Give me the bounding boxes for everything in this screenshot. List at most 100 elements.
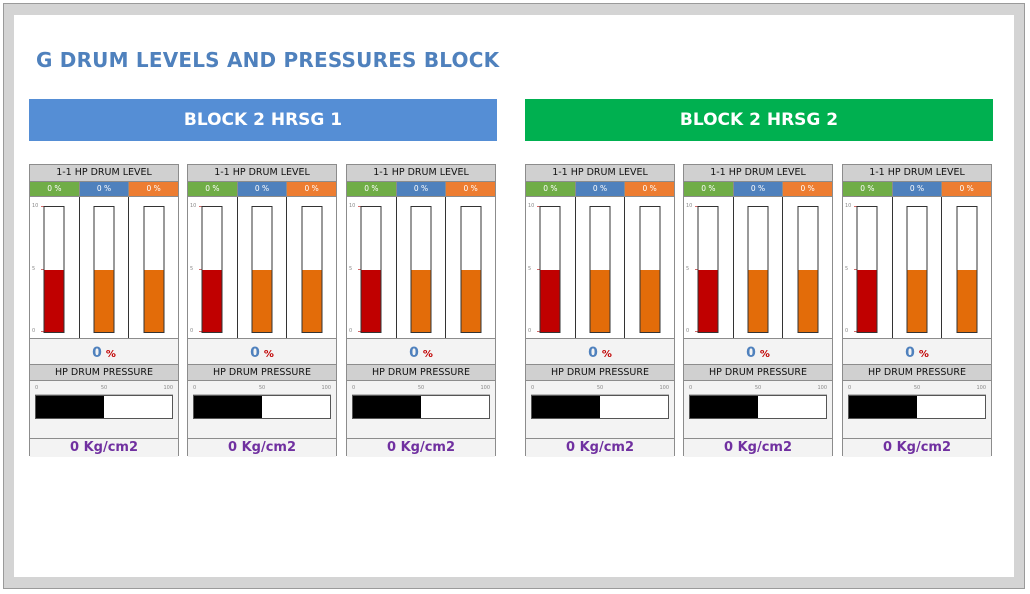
level-fill (361, 269, 381, 332)
level-fill (698, 269, 718, 332)
pressure-scale-label: 50 (754, 385, 762, 391)
percent-row: 0 % 0 % 0 % (30, 182, 179, 197)
panel-group: 1-1 HP DRUM LEVEL 0 % 0 % 0 % 10 5 0 (525, 164, 993, 457)
percent-badge: 0 % (684, 182, 734, 196)
pressure-scale-label: 100 (976, 385, 986, 391)
level-column: 10 5 0 (30, 197, 80, 338)
level-header: 1-1 HP DRUM LEVEL (188, 165, 336, 182)
pressure-gauge: 0 50 100 (347, 381, 495, 439)
level-tube (93, 206, 115, 333)
pressure-gauge: 0 50 100 (30, 381, 178, 439)
level-tube (797, 206, 819, 333)
percent-badge: 0 % (396, 182, 447, 196)
level-column: 10 5 0 (188, 197, 238, 338)
percent-badge: 0 % (347, 182, 397, 196)
percent-badge: 0 % (892, 182, 943, 196)
block-header[interactable]: BLOCK 2 HRSG 1 (29, 99, 497, 141)
pressure-value: 0 Kg/cm2 (188, 439, 336, 457)
scale-label: 10 (845, 203, 852, 209)
pressure-bar (193, 395, 331, 419)
level-fill (748, 269, 768, 332)
pressure-scale: 0 50 100 (689, 385, 827, 395)
level-fill (461, 269, 481, 332)
pressure-scale-label: 50 (596, 385, 604, 391)
pressure-value: 0 Kg/cm2 (30, 439, 178, 457)
pressure-scale: 0 50 100 (848, 385, 986, 395)
percent-badge: 0 % (129, 182, 179, 196)
block-hrsg-2: BLOCK 2 HRSG 2 1-1 HP DRUM LEVEL 0 % 0 % 0… (525, 99, 993, 457)
level-columns: 10 5 0 (30, 197, 178, 339)
level-tube (43, 206, 65, 333)
level-column (942, 197, 991, 338)
level-tube (639, 206, 661, 333)
pressure-header: HP DRUM PRESSURE (526, 365, 674, 381)
pressure-scale-label: 50 (258, 385, 266, 391)
panel-group: 1-1 HP DRUM LEVEL 0 % 0 % 0 % 10 5 0 (29, 164, 497, 457)
drum-panel: 1-1 HP DRUM LEVEL 0 % 0 % 0 % 10 5 0 (346, 164, 496, 457)
pressure-fill (194, 396, 262, 418)
level-fill (640, 269, 660, 332)
block-header[interactable]: BLOCK 2 HRSG 2 (525, 99, 993, 141)
percent-badge: 0 % (733, 182, 784, 196)
level-value: 0 (409, 345, 419, 361)
pressure-bar (689, 395, 827, 419)
level-column: 10 5 0 (526, 197, 576, 338)
level-column (287, 197, 336, 338)
pressure-value: 0 Kg/cm2 (526, 439, 674, 457)
percent-badge: 0 % (575, 182, 626, 196)
pressure-axis (848, 394, 986, 395)
level-readout: 0% (684, 339, 832, 365)
pressure-gauge: 0 50 100 (526, 381, 674, 439)
level-fill (44, 269, 64, 332)
pressure-bar (531, 395, 669, 419)
level-unit: % (263, 349, 274, 360)
level-tube (697, 206, 719, 333)
pressure-scale-label: 0 (352, 385, 356, 391)
scale-label: 5 (190, 265, 194, 272)
level-unit: % (422, 349, 433, 360)
level-fill (540, 269, 560, 332)
pressure-value: 0 Kg/cm2 (684, 439, 832, 457)
pressure-scale-label: 100 (659, 385, 669, 391)
pressure-axis (352, 394, 490, 395)
level-readout: 0% (843, 339, 991, 365)
level-value: 0 (92, 345, 102, 361)
level-header: 1-1 HP DRUM LEVEL (347, 165, 495, 182)
drum-panel: 1-1 HP DRUM LEVEL 0 % 0 % 0 % 10 5 0 (525, 164, 675, 457)
level-fill (144, 269, 164, 332)
level-readout: 0% (347, 339, 495, 365)
pressure-value: 0 Kg/cm2 (843, 439, 991, 457)
level-value: 0 (746, 345, 756, 361)
pressure-scale-label: 50 (100, 385, 108, 391)
scale-label: 10 (32, 203, 39, 209)
level-column (80, 197, 130, 338)
block-hrsg-1: BLOCK 2 HRSG 1 1-1 HP DRUM LEVEL 0 % 0 % 0… (29, 99, 497, 457)
pressure-header: HP DRUM PRESSURE (30, 365, 178, 381)
scale-label: 0 (349, 328, 353, 334)
pressure-fill (353, 396, 421, 418)
level-column (446, 197, 495, 338)
pressure-gauge: 0 50 100 (843, 381, 991, 439)
level-column (129, 197, 178, 338)
percent-row: 0 % 0 % 0 % (684, 182, 833, 197)
level-column (625, 197, 674, 338)
level-fill (798, 269, 818, 332)
level-value: 0 (905, 345, 915, 361)
pressure-scale: 0 50 100 (531, 385, 669, 395)
scale-label: 5 (32, 265, 36, 272)
scale-label: 10 (528, 203, 535, 209)
pressure-scale-label: 100 (817, 385, 827, 391)
level-fill (252, 269, 272, 332)
level-columns: 10 5 0 (526, 197, 674, 339)
scale-label: 5 (686, 265, 690, 272)
pressure-bar (35, 395, 173, 419)
pressure-fill (849, 396, 917, 418)
pressure-scale-label: 0 (35, 385, 39, 391)
percent-row: 0 % 0 % 0 % (843, 182, 992, 197)
pressure-header: HP DRUM PRESSURE (347, 365, 495, 381)
pressure-scale-label: 50 (417, 385, 425, 391)
level-columns: 10 5 0 (684, 197, 832, 339)
pressure-bar (352, 395, 490, 419)
level-tube (360, 206, 382, 333)
level-tube (201, 206, 223, 333)
